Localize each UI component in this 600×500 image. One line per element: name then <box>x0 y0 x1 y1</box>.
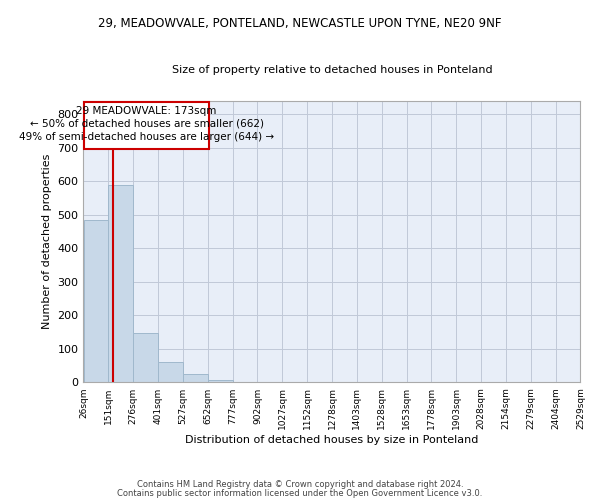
Bar <box>208 380 233 382</box>
Bar <box>83 220 108 382</box>
Text: ← 50% of detached houses are smaller (662): ← 50% of detached houses are smaller (66… <box>29 119 263 129</box>
Bar <box>158 362 182 382</box>
Text: 29 MEADOWVALE: 173sqm: 29 MEADOWVALE: 173sqm <box>76 106 217 116</box>
Bar <box>183 374 208 382</box>
Text: 49% of semi-detached houses are larger (644) →: 49% of semi-detached houses are larger (… <box>19 132 274 141</box>
Bar <box>109 184 133 382</box>
X-axis label: Distribution of detached houses by size in Ponteland: Distribution of detached houses by size … <box>185 435 479 445</box>
FancyBboxPatch shape <box>84 102 209 150</box>
Text: 29, MEADOWVALE, PONTELAND, NEWCASTLE UPON TYNE, NE20 9NF: 29, MEADOWVALE, PONTELAND, NEWCASTLE UPO… <box>98 18 502 30</box>
Y-axis label: Number of detached properties: Number of detached properties <box>42 154 52 330</box>
Text: Contains HM Land Registry data © Crown copyright and database right 2024.: Contains HM Land Registry data © Crown c… <box>137 480 463 489</box>
Text: Contains public sector information licensed under the Open Government Licence v3: Contains public sector information licen… <box>118 489 482 498</box>
Bar <box>133 333 158 382</box>
Title: Size of property relative to detached houses in Ponteland: Size of property relative to detached ho… <box>172 65 493 75</box>
